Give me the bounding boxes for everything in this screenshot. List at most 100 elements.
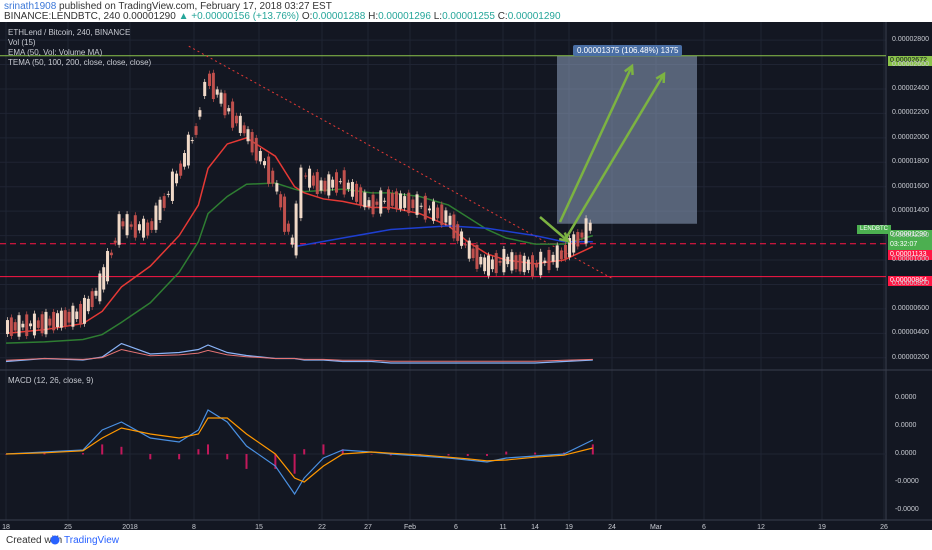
x-tick-label: 25 <box>64 524 72 531</box>
macd-histogram-bar <box>389 454 392 456</box>
candle-body <box>67 311 71 323</box>
close-value: 0.00001290 <box>507 11 561 22</box>
candle-body <box>267 156 271 184</box>
price-label-support: 0.00000864 <box>888 276 932 286</box>
created-with-text: Created with <box>6 535 63 546</box>
candle-body <box>386 189 390 210</box>
candle-body <box>342 170 346 195</box>
candle-body <box>543 260 547 263</box>
candle-body <box>109 252 113 256</box>
candle-body <box>59 310 63 328</box>
candle-body <box>335 172 339 193</box>
candle-body <box>346 182 350 190</box>
arrow-up-left <box>558 65 634 223</box>
candle-body <box>584 218 588 244</box>
legend-vol: Vol (15) <box>8 38 36 47</box>
candle-body <box>48 318 52 326</box>
candle-body <box>234 115 238 124</box>
macd-histogram-bar <box>43 453 46 455</box>
candle-body <box>294 203 298 256</box>
candle-body <box>129 224 133 227</box>
macd-histogram-bar <box>226 454 229 460</box>
candle-body <box>44 311 48 335</box>
published-text: published on TradingView.com, February 1… <box>59 1 332 12</box>
indicator-lines <box>0 45 886 344</box>
y-tick-label: 0.00001600 <box>892 182 929 190</box>
candle-body <box>208 73 212 86</box>
last-price: 0.00001290 <box>122 11 176 22</box>
author-link[interactable]: srinath1908 <box>4 1 57 12</box>
candle-body <box>494 253 498 274</box>
candle-body <box>286 223 290 232</box>
high-label: H: <box>368 11 379 22</box>
descending-trendline <box>188 45 613 279</box>
macd-histogram-bar <box>207 444 210 455</box>
macd-histogram-bar <box>178 454 181 460</box>
candle-body <box>522 255 526 273</box>
chart-header: srinath1908 published on TradingView.com… <box>0 0 932 22</box>
candle-body <box>183 153 187 167</box>
candle-body <box>304 175 308 177</box>
volume-ema-line <box>5 348 593 362</box>
arrow-entry <box>539 216 569 242</box>
y-tick-label: 0.00001000 <box>892 256 929 264</box>
candle-body <box>283 196 287 232</box>
macd-pane <box>0 409 886 496</box>
measure-box[interactable] <box>557 55 697 224</box>
arrow-up-right-head <box>655 71 666 84</box>
x-tick-label: 18 <box>2 524 10 531</box>
candle-body <box>463 244 467 246</box>
x-tick-label: 19 <box>565 524 573 531</box>
candle-body <box>79 303 83 325</box>
tema-blue-line <box>294 225 593 248</box>
candle-body <box>444 210 448 223</box>
candle-body <box>375 201 379 205</box>
open-value: 0.00001288 <box>312 11 366 22</box>
x-tick-label: 15 <box>255 524 263 531</box>
legend-ema: EMA (50, Vol: Volume MA) <box>8 48 103 57</box>
macd-histogram-bar <box>274 454 277 469</box>
candle-body <box>483 257 487 272</box>
price-label-current: 0.00001290 <box>888 230 932 240</box>
candle-body <box>63 310 67 327</box>
candle-body <box>71 305 75 327</box>
candle-body <box>467 240 471 259</box>
y-tick-label: 0.00000800 <box>892 280 929 288</box>
chart-area[interactable]: ETHLend / Bitcoin, 240, BINANCE Vol (15)… <box>0 22 932 531</box>
y-tick-label: 0.00002000 <box>892 133 929 141</box>
candle-body <box>211 72 215 100</box>
candle-body <box>510 252 514 271</box>
y-tick-label: 0.00001400 <box>892 207 929 215</box>
y-tick-label: 0.00002200 <box>892 109 929 117</box>
candle-body <box>246 129 250 142</box>
candle-body <box>133 215 137 238</box>
price-chart-svg[interactable] <box>0 22 932 530</box>
volume-layer <box>5 342 593 364</box>
candle-body <box>403 196 407 208</box>
x-tick-label: Feb <box>403 524 417 531</box>
candle-body <box>535 263 539 268</box>
projection-arrows[interactable] <box>539 63 666 243</box>
tradingview-logo-icon <box>50 535 60 545</box>
symbol-tag: LENDBTC <box>857 225 892 234</box>
x-tick-label: 27 <box>364 524 372 531</box>
candle-body <box>327 174 331 196</box>
macd-histogram-bar <box>447 454 450 456</box>
price-label-resistance: 0.00002672 <box>888 56 932 66</box>
candle-body <box>436 207 440 219</box>
candle-body <box>121 221 125 227</box>
x-tick-label: 8 <box>192 524 196 531</box>
candle-body <box>551 254 555 262</box>
y-tick-label: 0.00000200 <box>892 353 929 361</box>
candle-body <box>338 181 342 183</box>
y-tick-label: 0.00002800 <box>892 36 929 44</box>
candle-body <box>271 170 275 184</box>
candle-body <box>52 311 56 331</box>
low-label: L: <box>433 11 443 22</box>
candle-body <box>350 181 354 197</box>
tradingview-link[interactable]: TradingView <box>64 535 120 546</box>
candle-body <box>94 290 98 296</box>
candle-body <box>279 194 283 208</box>
candle-body <box>490 259 494 270</box>
candle-body <box>194 126 198 135</box>
